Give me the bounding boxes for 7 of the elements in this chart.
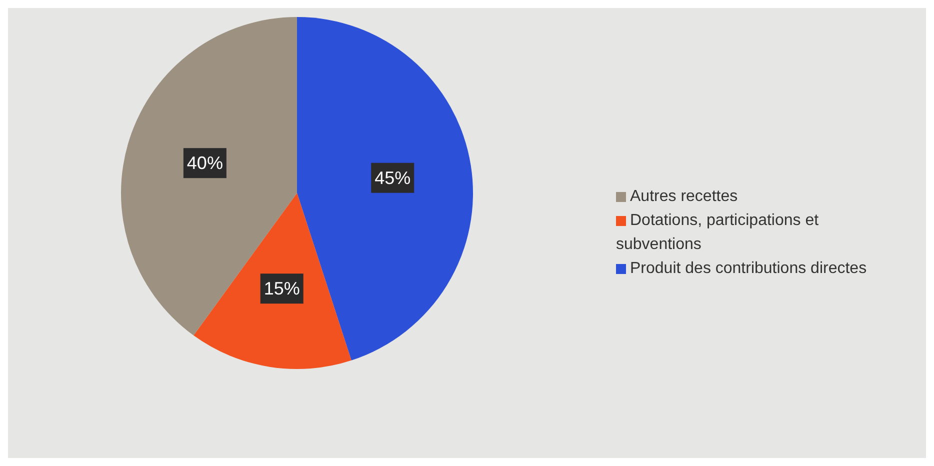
legend-label: Dotations, participations et subventions: [616, 212, 819, 253]
legend-label: Produit des contributions directes: [630, 260, 867, 277]
legend-label: Autres recettes: [630, 188, 738, 205]
data-label: 15%: [264, 278, 300, 299]
data-label: 45%: [374, 168, 411, 188]
data-label: 40%: [186, 153, 223, 174]
pie-slice: [194, 193, 352, 369]
